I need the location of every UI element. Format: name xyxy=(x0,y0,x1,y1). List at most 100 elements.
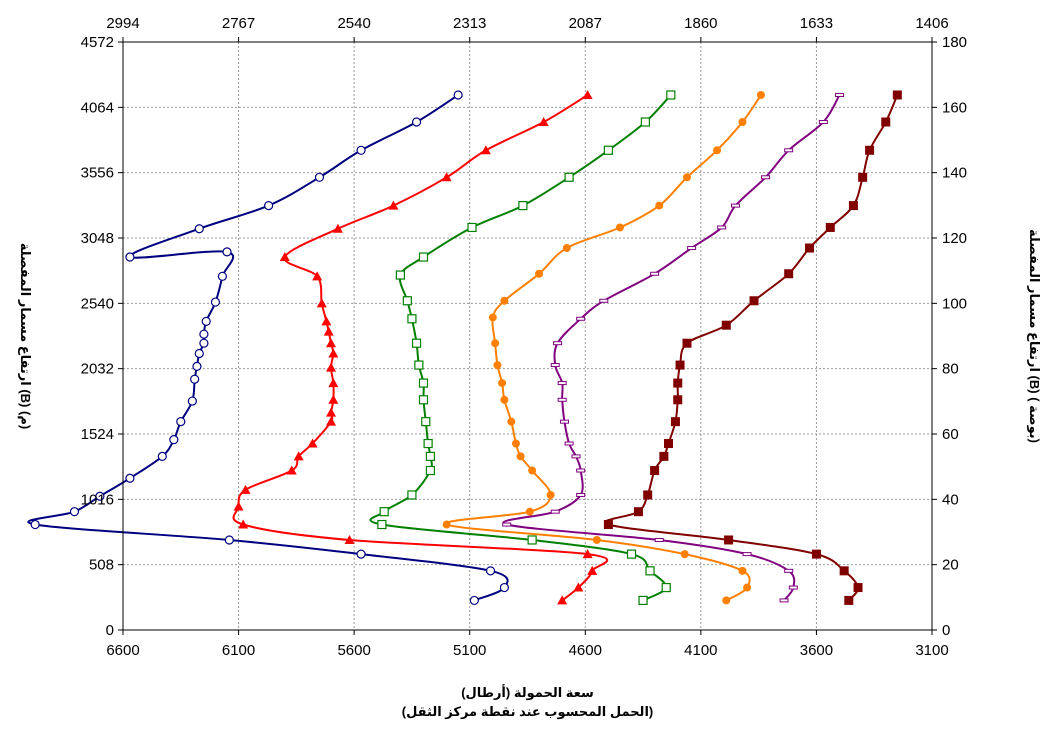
y-right-tick-label: 40 xyxy=(942,491,959,508)
data-point xyxy=(328,394,339,404)
data-point xyxy=(190,374,200,384)
y-left-tick-label: 2540 xyxy=(81,295,114,312)
top-tick-label: 2313 xyxy=(453,15,486,32)
series-1 xyxy=(27,90,509,606)
data-point xyxy=(222,247,232,257)
y-right-tick-label: 140 xyxy=(942,165,967,182)
data-point xyxy=(654,537,664,542)
data-point xyxy=(528,466,537,475)
data-point xyxy=(411,117,422,127)
data-point xyxy=(562,244,571,253)
data-point xyxy=(323,326,334,336)
data-point xyxy=(176,417,186,427)
y-left-tick-label: 508 xyxy=(89,557,114,574)
data-point xyxy=(326,407,337,417)
series-2 xyxy=(232,89,609,605)
data-point xyxy=(784,148,794,153)
data-point xyxy=(738,566,747,575)
data-point xyxy=(564,172,574,182)
data-point xyxy=(264,200,274,211)
data-point xyxy=(535,269,544,278)
data-point xyxy=(199,338,209,348)
data-point xyxy=(638,595,648,606)
data-point xyxy=(502,522,512,527)
data-point xyxy=(682,338,692,348)
x-tick-label: 6600 xyxy=(106,642,139,659)
y-left-tick-label: 3048 xyxy=(81,230,114,247)
data-point xyxy=(659,451,669,461)
data-point xyxy=(485,566,496,576)
top-tick-label: 1633 xyxy=(800,15,833,32)
data-point xyxy=(518,200,528,211)
data-point xyxy=(811,549,821,559)
data-point xyxy=(328,348,339,358)
data-point xyxy=(844,595,854,605)
data-point xyxy=(650,271,660,276)
series-group xyxy=(27,89,902,606)
data-point xyxy=(388,200,399,210)
series-4 xyxy=(442,90,765,605)
x-axis-title: سعة الحمولة (أرطال) xyxy=(461,684,594,700)
data-point xyxy=(818,119,828,124)
data-point xyxy=(488,313,497,322)
series-6 xyxy=(603,90,902,605)
data-point xyxy=(643,490,653,500)
x-tick-label: 3100 xyxy=(915,642,948,659)
top-tick-label: 1860 xyxy=(684,15,717,32)
data-point xyxy=(125,473,135,483)
y-right-tick-label: 180 xyxy=(942,34,967,51)
series-3 xyxy=(369,90,676,606)
data-point xyxy=(210,297,221,307)
data-point xyxy=(425,465,436,476)
y-left-tick-label: 4572 xyxy=(81,34,114,51)
data-point xyxy=(332,223,343,233)
data-point xyxy=(564,441,574,446)
data-point xyxy=(858,172,868,182)
data-point xyxy=(655,201,664,210)
data-point xyxy=(511,439,520,448)
x-tick-label: 6100 xyxy=(222,642,255,659)
series-line xyxy=(502,94,841,602)
data-point xyxy=(491,339,500,348)
axes-group: 6600 2994 6100 2767 5600 2540 5100 2313 4600 2087… xyxy=(81,15,967,659)
y-right-tick-label: 60 xyxy=(942,426,959,443)
data-point xyxy=(804,243,814,253)
x-tick-label: 4600 xyxy=(569,642,602,659)
data-point xyxy=(738,117,747,126)
data-point xyxy=(731,203,741,208)
data-point xyxy=(576,316,586,321)
data-point xyxy=(425,451,436,461)
data-point xyxy=(356,549,366,559)
x-tick-label: 5100 xyxy=(453,642,486,659)
data-point xyxy=(527,535,537,545)
data-point xyxy=(721,320,731,330)
data-point xyxy=(201,316,211,326)
data-point xyxy=(881,117,891,127)
data-point xyxy=(784,568,794,573)
data-point xyxy=(553,341,563,346)
y-right-tick-label: 80 xyxy=(942,361,959,378)
y-left-tick-label: 4064 xyxy=(81,99,114,116)
y-right-tick-label: 160 xyxy=(942,99,967,116)
data-point xyxy=(442,520,451,529)
data-point xyxy=(498,379,507,388)
data-point xyxy=(550,363,560,368)
data-point xyxy=(784,269,794,279)
x-tick-label: 4100 xyxy=(684,642,717,659)
data-point xyxy=(326,338,337,348)
data-point xyxy=(500,395,509,404)
data-point xyxy=(582,89,593,99)
data-point xyxy=(538,116,549,126)
data-point xyxy=(645,566,655,576)
data-point xyxy=(356,145,366,155)
data-point xyxy=(279,252,290,262)
data-point xyxy=(761,175,771,180)
data-point xyxy=(402,296,412,306)
data-point xyxy=(69,507,80,517)
data-point xyxy=(326,416,337,426)
data-point xyxy=(615,223,624,232)
data-point xyxy=(500,296,509,305)
data-point xyxy=(633,507,643,517)
data-point xyxy=(293,451,304,461)
series-line xyxy=(604,94,899,602)
